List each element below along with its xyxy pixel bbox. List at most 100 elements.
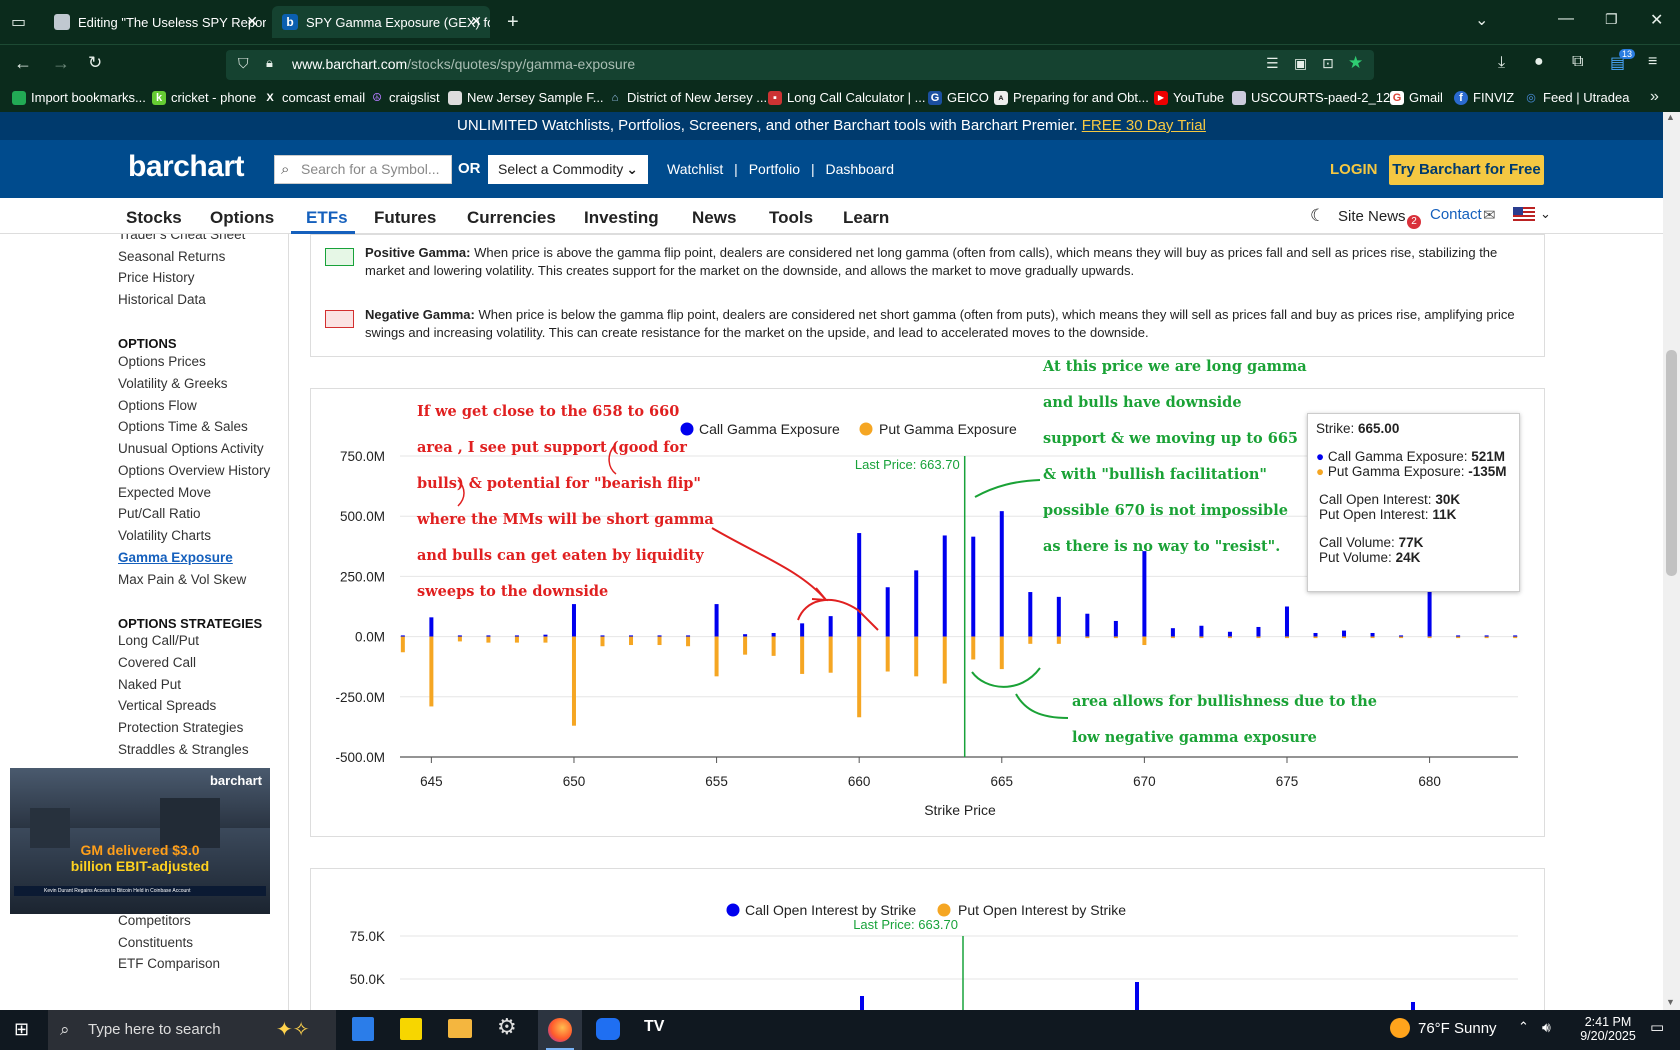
- settings-gear-icon[interactable]: ⚙: [497, 1014, 517, 1039]
- mail-app-icon[interactable]: [596, 1018, 620, 1040]
- video-player[interactable]: barchart GM delivered $3.0 billion EBIT-…: [10, 768, 270, 914]
- put-gamma-bar[interactable]: [543, 636, 548, 643]
- sidebar-item[interactable]: Options Time & Sales: [118, 419, 248, 435]
- sidebar-item[interactable]: Long Call/Put: [118, 633, 200, 648]
- call-gamma-bar[interactable]: [1085, 613, 1090, 637]
- nav-news[interactable]: News: [692, 208, 737, 227]
- call-legend-label[interactable]: Call Gamma Exposure: [699, 421, 840, 437]
- sidebar-item[interactable]: Options Flow: [118, 397, 197, 413]
- address-bar[interactable]: ⛉ 🔒︎ www.barchart.com/stocks/quotes/spy/…: [226, 50, 1374, 80]
- chart-bars[interactable]: [400, 511, 1518, 726]
- contact-link[interactable]: Contact: [1430, 206, 1482, 223]
- tab-spy-gamma[interactable]: b SPY Gamma Exposure (GEX) for ✕: [272, 6, 490, 38]
- bookmark-item[interactable]: New Jersey Sample F...: [448, 90, 604, 105]
- put-gamma-bar[interactable]: [1427, 636, 1432, 639]
- put-gamma-bar[interactable]: [771, 636, 776, 656]
- tray-chevron-icon[interactable]: ⌃: [1518, 1019, 1529, 1034]
- firefox-taskbar-slot[interactable]: [538, 1010, 582, 1050]
- nav-tools[interactable]: Tools: [769, 208, 814, 227]
- call-gamma-bar[interactable]: [999, 511, 1004, 637]
- tradingview-icon[interactable]: TV: [644, 1018, 665, 1035]
- bookmark-item[interactable]: ▶ YouTube: [1154, 90, 1224, 105]
- sticky-notes-icon[interactable]: [400, 1018, 422, 1040]
- call-gamma-bar[interactable]: [429, 617, 434, 637]
- back-icon[interactable]: ←: [14, 53, 32, 73]
- call-gamma-bar[interactable]: [1370, 632, 1375, 637]
- sidebar-item[interactable]: Straddles & Strangles: [118, 741, 249, 757]
- put-gamma-bar[interactable]: [714, 636, 719, 677]
- put-gamma-bar[interactable]: [857, 636, 862, 718]
- put-gamma-bar[interactable]: [971, 636, 976, 660]
- call-gamma-bar[interactable]: [1227, 631, 1232, 637]
- call-oi-legend-label[interactable]: Call Open Interest by Strike: [745, 902, 916, 918]
- minimize-icon[interactable]: —: [1558, 10, 1574, 27]
- call-gamma-bar[interactable]: [942, 535, 947, 637]
- free-trial-link[interactable]: FREE 30 Day Trial: [1081, 117, 1206, 134]
- forward-icon[interactable]: →: [52, 53, 70, 73]
- call-gamma-bar[interactable]: [714, 604, 719, 637]
- sidebar-item[interactable]: Vertical Spreads: [118, 698, 217, 714]
- call-gamma-bar[interactable]: [1513, 635, 1518, 637]
- put-gamma-bar[interactable]: [486, 636, 491, 643]
- site-news-link[interactable]: Site News: [1338, 208, 1406, 225]
- sun-weather-icon[interactable]: [1390, 1018, 1410, 1038]
- nav-futures[interactable]: Futures: [374, 208, 437, 227]
- bookmark-item[interactable]: k cricket - phone: [152, 90, 256, 105]
- tab-list-icon[interactable]: ▭: [11, 14, 27, 31]
- bookmark-star-icon[interactable]: ★: [1348, 53, 1364, 72]
- calculator-app-icon[interactable]: [352, 1017, 374, 1041]
- put-gamma-bar[interactable]: [1085, 636, 1090, 639]
- new-tab-button[interactable]: +: [507, 11, 519, 33]
- put-gamma-bar[interactable]: [1227, 636, 1232, 639]
- sidebar-item[interactable]: Volatility Charts: [118, 528, 212, 543]
- put-gamma-bar[interactable]: [1028, 636, 1033, 644]
- sidebar-item-gamma-exposure[interactable]: Gamma Exposure: [118, 549, 233, 565]
- call-gamma-bar[interactable]: [828, 616, 833, 637]
- call-gamma-bar[interactable]: [885, 587, 890, 637]
- bookmark-item[interactable]: ▪ Long Call Calculator | ...: [768, 90, 926, 105]
- commodity-select[interactable]: Select a Commodity ⌄: [488, 155, 648, 184]
- pocket-icon[interactable]: ⊡: [1322, 55, 1334, 71]
- tab-close-icon[interactable]: ✕: [246, 13, 258, 29]
- call-gamma-bar[interactable]: [1199, 625, 1204, 637]
- sidebar-item[interactable]: Protection Strategies: [118, 720, 244, 735]
- sidebar-item[interactable]: Max Pain & Vol Skew: [118, 571, 247, 587]
- portfolio-link[interactable]: Portfolio: [748, 161, 801, 177]
- put-gamma-bar[interactable]: [914, 636, 919, 677]
- put-gamma-bar[interactable]: [1056, 636, 1061, 644]
- extensions-icon[interactable]: ⧉: [1572, 53, 1584, 70]
- put-gamma-bar[interactable]: [1370, 636, 1375, 639]
- sidebar-item[interactable]: Price History: [118, 270, 195, 286]
- call-gamma-bar[interactable]: [657, 635, 662, 637]
- us-flag-icon[interactable]: [1513, 207, 1535, 222]
- put-legend-label[interactable]: Put Gamma Exposure: [879, 421, 1017, 437]
- call-gamma-bar[interactable]: [1284, 606, 1289, 637]
- dashboard-link[interactable]: Dashboard: [825, 161, 894, 177]
- dark-mode-icon[interactable]: ☾: [1310, 206, 1326, 225]
- sidebar-item[interactable]: Volatility & Greeks: [118, 375, 228, 391]
- downloads-icon[interactable]: ⤓: [1498, 54, 1506, 71]
- nav-currencies[interactable]: Currencies: [467, 208, 556, 227]
- windows-start-icon[interactable]: ⊞: [14, 1019, 30, 1039]
- call-gamma-bar[interactable]: [1170, 628, 1175, 637]
- call-gamma-bar[interactable]: [971, 536, 976, 637]
- oi-bar[interactable]: [860, 996, 864, 1010]
- reader-view-icon[interactable]: ☰: [1266, 55, 1279, 71]
- weather-text[interactable]: 76°F Sunny: [1418, 1020, 1497, 1037]
- scrollbar-thumb[interactable]: [1666, 350, 1677, 576]
- mail-icon[interactable]: ✉: [1483, 207, 1496, 224]
- symbol-search-input[interactable]: ⌕ Search for a Symbol...: [274, 155, 452, 184]
- put-gamma-bar[interactable]: [1484, 636, 1489, 639]
- put-gamma-bar[interactable]: [657, 636, 662, 646]
- account-icon[interactable]: ●: [1534, 53, 1544, 70]
- oi-bar[interactable]: [1411, 1002, 1415, 1010]
- call-gamma-bar[interactable]: [400, 635, 405, 637]
- put-gamma-bar[interactable]: [1142, 636, 1147, 646]
- sidebar-item[interactable]: Expected Move: [118, 484, 212, 500]
- call-gamma-bar[interactable]: [1313, 632, 1318, 637]
- bookmarks-overflow-icon[interactable]: »: [1650, 88, 1659, 105]
- bookmark-item[interactable]: ◎ Feed | Utradea: [1524, 90, 1629, 105]
- chevron-down-icon[interactable]: ⌄: [1540, 206, 1551, 221]
